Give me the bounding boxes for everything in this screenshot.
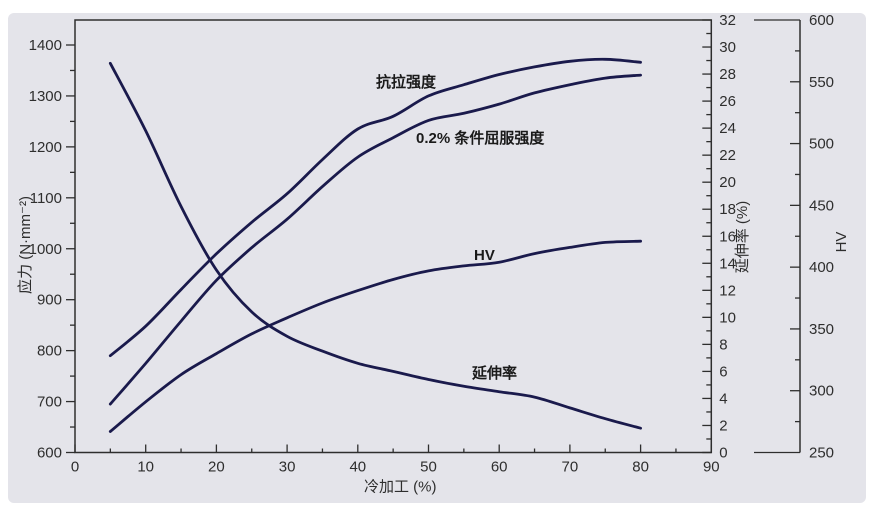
elongation-axis-title: 延伸率 (%) xyxy=(734,201,751,274)
x-axis-tick-label: 60 xyxy=(491,459,508,476)
stress-axis-tick-label: 800 xyxy=(37,343,62,360)
curve-label-yield-strength: 0.2% 条件屈服强度 xyxy=(416,129,545,147)
x-axis-tick-label: 0 xyxy=(71,459,79,476)
stress-axis-tick-label: 1400 xyxy=(29,37,62,54)
curve-yield-strength xyxy=(108,73,642,406)
elongation-axis-tick-label: 16 xyxy=(719,228,736,245)
x-axis-title: 冷加工 (%) xyxy=(364,479,437,496)
curve-label-elongation: 延伸率 xyxy=(471,364,517,382)
hv-axis-tick-label: 600 xyxy=(809,12,834,29)
curve-tensile-strength xyxy=(108,57,642,358)
hv-axis-tick-label: 350 xyxy=(809,321,834,338)
hv-axis-tick-label: 500 xyxy=(809,136,834,153)
elongation-axis-tick-label: 30 xyxy=(719,39,736,56)
stress-axis-title: 应力 (N·mm⁻²) xyxy=(16,196,34,294)
x-axis-tick-label: 50 xyxy=(420,459,437,476)
elongation-axis-tick-label: 10 xyxy=(719,309,736,326)
hv-axis-tick-label: 250 xyxy=(809,445,834,462)
elongation-axis-tick-label: 32 xyxy=(719,12,736,29)
stress-axis-tick-label: 700 xyxy=(37,394,62,411)
stress-axis-tick-label: 1200 xyxy=(29,139,62,156)
elongation-axis-tick-label: 2 xyxy=(719,417,727,434)
elongation-axis-tick-label: 0 xyxy=(719,445,727,462)
elongation-axis-tick-label: 8 xyxy=(719,336,727,353)
curve-hardness xyxy=(108,239,642,433)
elongation-axis-tick-label: 22 xyxy=(719,147,736,164)
x-axis-tick-label: 80 xyxy=(632,459,649,476)
curve-label-hardness: HV xyxy=(474,247,495,264)
elongation-axis-tick-label: 4 xyxy=(719,390,727,407)
stress-axis-tick-label: 1300 xyxy=(29,88,62,105)
elongation-axis-tick-label: 18 xyxy=(719,201,736,218)
x-axis-tick-label: 30 xyxy=(279,459,296,476)
elongation-axis-tick-label: 28 xyxy=(719,66,736,83)
hv-axis-tick-label: 300 xyxy=(809,383,834,400)
stress-axis-tick-label: 900 xyxy=(37,292,62,309)
elongation-axis-tick-label: 6 xyxy=(719,363,727,380)
chart-panel xyxy=(8,13,866,503)
elongation-axis-tick-label: 26 xyxy=(719,93,736,110)
x-axis-tick-label: 90 xyxy=(703,459,720,476)
x-axis-tick-label: 40 xyxy=(349,459,366,476)
elongation-axis-tick-label: 12 xyxy=(719,282,736,299)
x-axis-tick-label: 20 xyxy=(208,459,225,476)
elongation-axis-tick-label: 20 xyxy=(719,174,736,191)
stress-axis-tick-label: 1000 xyxy=(29,241,62,258)
stress-axis-tick-label: 1100 xyxy=(30,190,62,207)
curve-elongation xyxy=(108,61,642,430)
elongation-axis-tick-label: 14 xyxy=(719,255,736,272)
hv-axis-tick-label: 450 xyxy=(809,197,834,214)
hv-axis-tick-label: 400 xyxy=(809,259,834,276)
curve-label-tensile-strength: 抗拉强度 xyxy=(376,73,437,91)
x-axis-tick-label: 10 xyxy=(137,459,154,476)
elongation-axis-tick-label: 24 xyxy=(719,120,736,137)
x-axis-tick-label: 70 xyxy=(562,459,579,476)
stress-axis-tick-label: 600 xyxy=(37,445,62,462)
hv-axis-tick-label: 550 xyxy=(809,74,834,91)
hv-axis-title: HV xyxy=(833,232,850,253)
